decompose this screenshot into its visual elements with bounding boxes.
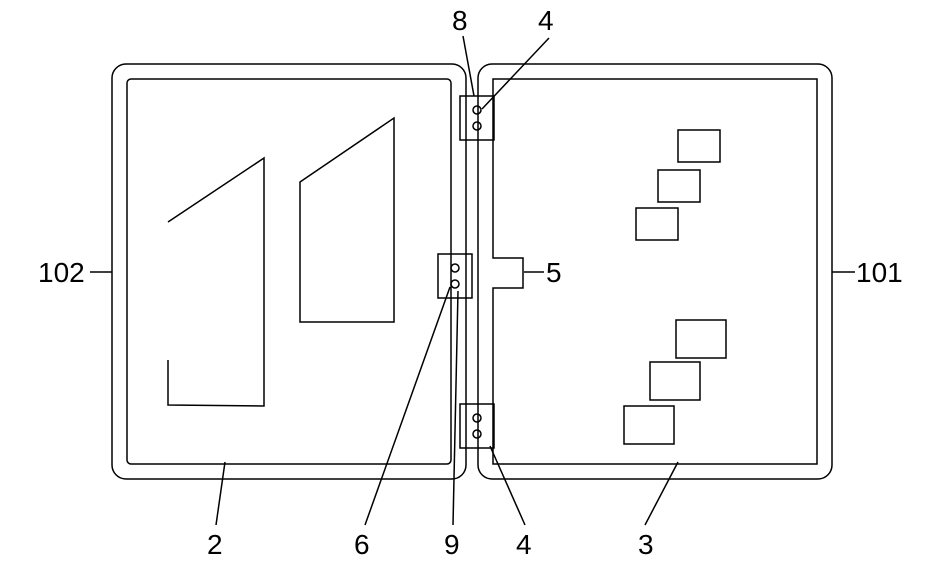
callout-label-2: 2 bbox=[207, 529, 223, 560]
callouts-group: 8 4 102 101 5 2 6 9 4 3 bbox=[38, 5, 903, 560]
hinge-plate-3 bbox=[460, 404, 494, 448]
left-panel-inner bbox=[127, 79, 451, 464]
small-rect-top-3 bbox=[636, 208, 678, 240]
hinge-hole-2-2 bbox=[451, 280, 459, 288]
callout-label-5: 5 bbox=[546, 257, 562, 288]
hinge-hole-3-2 bbox=[473, 430, 481, 438]
callout-label-4b: 4 bbox=[516, 529, 532, 560]
left-panel-outer bbox=[112, 64, 466, 479]
callout-label-101: 101 bbox=[856, 257, 903, 288]
callout-line-4b bbox=[490, 446, 525, 525]
small-rect-bottom-2 bbox=[650, 362, 700, 400]
small-rects-top-group bbox=[636, 130, 720, 240]
callout-label-3: 3 bbox=[638, 529, 654, 560]
callout-line-3 bbox=[645, 462, 678, 525]
technical-diagram: 8 4 102 101 5 2 6 9 4 3 bbox=[0, 0, 935, 581]
small-rect-top-2 bbox=[658, 170, 700, 202]
callout-line-9 bbox=[453, 291, 458, 525]
hinge-plate-2 bbox=[438, 254, 472, 298]
small-rect-bottom-1 bbox=[676, 320, 726, 358]
hinge-hole-3-1 bbox=[473, 414, 481, 422]
callout-line-4a bbox=[482, 38, 549, 109]
callout-label-102: 102 bbox=[38, 257, 85, 288]
callout-label-4a: 4 bbox=[538, 5, 554, 36]
callout-label-9: 9 bbox=[444, 529, 460, 560]
small-rect-top-1 bbox=[678, 130, 720, 162]
callout-line-8 bbox=[463, 36, 474, 96]
small-rects-bottom-group bbox=[624, 320, 726, 444]
hinge-hole-1-1 bbox=[473, 106, 481, 114]
callout-line-2 bbox=[216, 462, 225, 525]
left-parallelogram-1 bbox=[168, 158, 264, 406]
callout-label-8: 8 bbox=[452, 5, 468, 36]
hinge-hole-2-1 bbox=[451, 264, 459, 272]
hinge-hole-1-2 bbox=[473, 122, 481, 130]
left-parallelogram-2 bbox=[300, 118, 394, 322]
small-rect-bottom-3 bbox=[624, 406, 674, 444]
callout-label-6: 6 bbox=[354, 529, 370, 560]
